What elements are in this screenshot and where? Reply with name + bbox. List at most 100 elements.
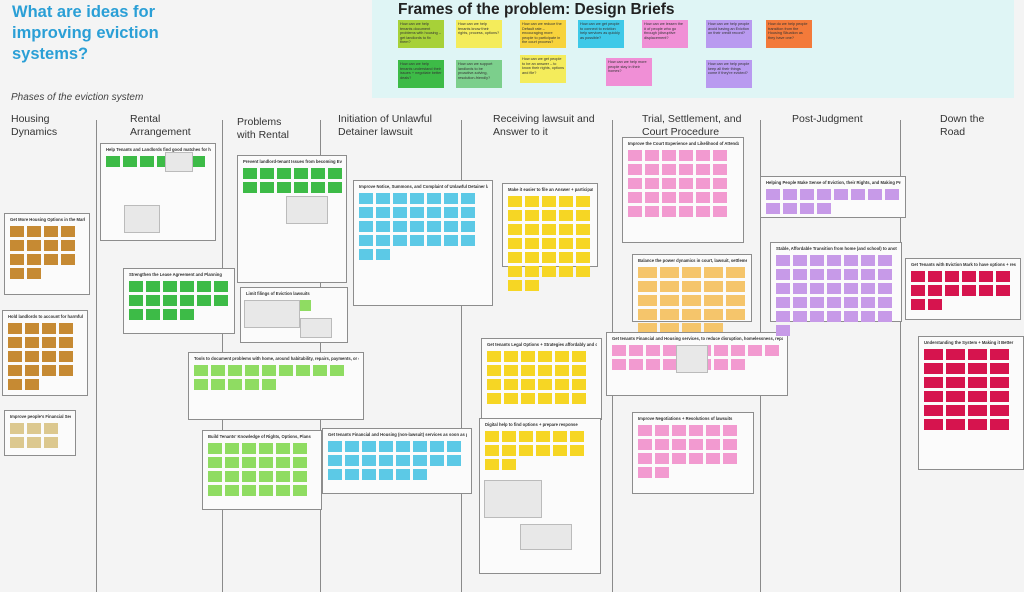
sticky-note[interactable] [276,485,290,496]
sticky-note[interactable] [672,439,686,450]
sticky-note[interactable] [359,221,373,232]
sticky-note[interactable] [508,210,522,221]
sticky-note[interactable] [214,295,228,306]
sticky-note[interactable] [362,441,376,452]
sticky-note[interactable] [924,377,943,388]
sticky-note[interactable] [208,457,222,468]
sticky-note[interactable] [8,323,22,334]
design-brief-note[interactable]: How can we reduce the Default rate – enc… [520,20,566,48]
sticky-note[interactable] [259,443,273,454]
sticky-note[interactable] [946,349,965,360]
sticky-note[interactable] [990,405,1009,416]
sticky-note[interactable] [766,189,780,200]
sticky-note[interactable] [968,419,987,430]
sticky-note[interactable] [559,238,573,249]
sticky-note[interactable] [485,445,499,456]
design-brief-note[interactable]: How can we help people avoid having an E… [706,20,752,48]
sticky-note[interactable] [362,455,376,466]
sticky-note[interactable] [328,182,342,193]
design-brief-note[interactable]: How can we help tenants document problem… [398,20,444,48]
sticky-note[interactable] [962,271,976,282]
sticky-note[interactable] [996,271,1010,282]
sticky-note[interactable] [928,271,942,282]
sticky-note[interactable] [228,365,242,376]
sticky-note[interactable] [27,254,41,265]
sticky-note[interactable] [393,193,407,204]
sticky-note[interactable] [293,471,307,482]
sticky-note[interactable] [10,240,24,251]
sticky-note[interactable] [61,254,75,265]
sticky-note[interactable] [410,235,424,246]
sticky-note[interactable] [393,221,407,232]
sticky-note[interactable] [328,469,342,480]
sticky-note[interactable] [279,365,293,376]
sticky-note[interactable] [413,441,427,452]
sticky-note[interactable] [180,309,194,320]
sticky-note[interactable] [662,178,676,189]
sticky-note[interactable] [878,283,892,294]
idea-frame[interactable]: Stable, Affordable Transition from home … [770,242,902,336]
design-brief-note[interactable]: How do we help people transition from th… [766,20,812,48]
sticky-note[interactable] [245,379,259,390]
sticky-note[interactable] [296,365,310,376]
sticky-note[interactable] [260,168,274,179]
sticky-note[interactable] [146,309,160,320]
sticky-note[interactable] [277,168,291,179]
idea-frame[interactable]: Get tenants Legal Options + Strategies a… [481,338,602,420]
sticky-note[interactable] [396,455,410,466]
sticky-note[interactable] [810,269,824,280]
sticky-note[interactable] [396,441,410,452]
sticky-note[interactable] [208,471,222,482]
sticky-note[interactable] [197,281,211,292]
sticky-note[interactable] [228,379,242,390]
sticky-note[interactable] [723,439,737,450]
sticky-note[interactable] [572,365,586,376]
sticky-note[interactable] [525,224,539,235]
sticky-note[interactable] [706,439,720,450]
sticky-note[interactable] [663,345,677,356]
sticky-note[interactable] [576,210,590,221]
sticky-note[interactable] [570,431,584,442]
sticky-note[interactable] [508,280,522,291]
sticky-note[interactable] [521,365,535,376]
sticky-note[interactable] [572,379,586,390]
sticky-note[interactable] [776,283,790,294]
sticky-note[interactable] [704,309,723,320]
sticky-note[interactable] [928,285,942,296]
sticky-note[interactable] [713,150,727,161]
sticky-note[interactable] [776,297,790,308]
sticky-note[interactable] [559,252,573,263]
sticky-note[interactable] [27,226,41,237]
sticky-note[interactable] [672,453,686,464]
sticky-note[interactable] [10,423,24,434]
sticky-note[interactable] [793,297,807,308]
sticky-note[interactable] [504,351,518,362]
sticky-note[interactable] [129,281,143,292]
sticky-note[interactable] [25,351,39,362]
sticky-note[interactable] [376,235,390,246]
sticky-note[interactable] [123,156,137,167]
sticky-note[interactable] [10,268,24,279]
sticky-note[interactable] [262,379,276,390]
sticky-note[interactable] [396,469,410,480]
sticky-note[interactable] [362,469,376,480]
sticky-note[interactable] [924,363,943,374]
sticky-note[interactable] [990,391,1009,402]
sticky-note[interactable] [696,192,710,203]
sticky-note[interactable] [726,295,745,306]
sticky-note[interactable] [924,391,943,402]
sticky-note[interactable] [461,221,475,232]
sticky-note[interactable] [645,178,659,189]
sticky-note[interactable] [704,323,723,334]
sticky-note[interactable] [646,359,660,370]
sticky-note[interactable] [245,365,259,376]
sticky-note[interactable] [194,365,208,376]
sticky-note[interactable] [576,196,590,207]
sticky-note[interactable] [945,271,959,282]
sticky-note[interactable] [555,365,569,376]
sticky-note[interactable] [555,379,569,390]
sticky-note[interactable] [25,323,39,334]
sticky-note[interactable] [129,295,143,306]
sticky-note[interactable] [576,238,590,249]
idea-frame[interactable]: Get Tenants with Eviction Mark to have o… [905,258,1021,320]
